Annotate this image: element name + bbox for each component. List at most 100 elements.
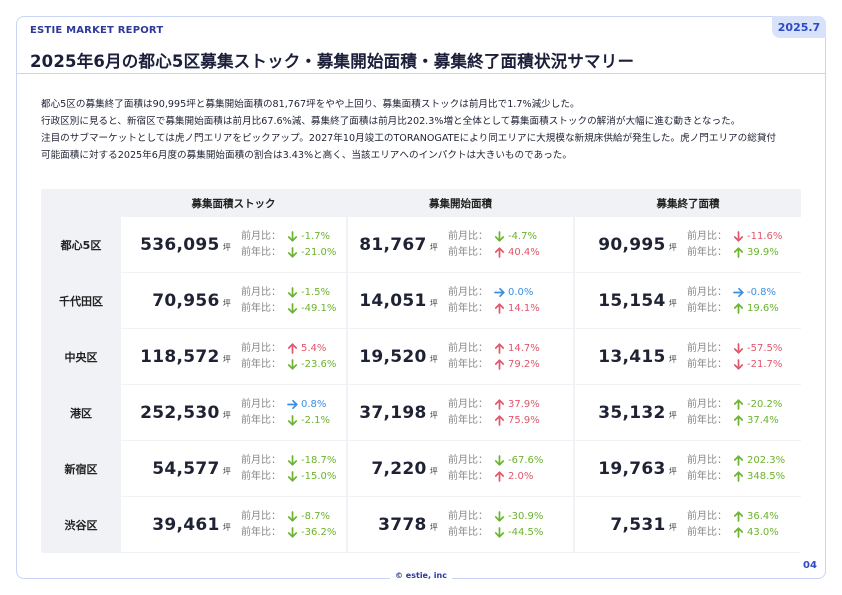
area-value: 70,956 坪 xyxy=(121,291,231,311)
change-percent: -20.2% xyxy=(747,398,783,410)
table-cell: 14,051 坪前月比： 0.0% 前年比： 14.1% xyxy=(348,273,573,328)
mom-label: 前月比： xyxy=(687,230,727,242)
mom-label: 前月比： xyxy=(448,342,488,354)
unit-label: 坪 xyxy=(429,522,438,532)
change-percent: -1.7% xyxy=(301,230,331,242)
yoy-change: 前年比： -21.0% xyxy=(241,245,336,261)
change-block: 前月比： -1.5% 前年比： -49.1% xyxy=(241,285,336,317)
arrow-down-icon xyxy=(494,511,508,522)
yoy-change: 前年比： 348.5% xyxy=(687,469,785,485)
yoy-change: 前年比： -2.1% xyxy=(241,413,330,429)
change-percent: -21.7% xyxy=(747,358,783,370)
area-number: 252,530 xyxy=(140,402,220,423)
change-percent: -2.1% xyxy=(301,414,331,426)
mom-change: 前月比： -11.6% xyxy=(687,229,782,245)
change-percent: 5.4% xyxy=(301,342,327,354)
unit-label: 坪 xyxy=(668,298,677,308)
column-header: 募集面積ストック xyxy=(191,197,276,210)
table-cell: 7,220 坪前月比： -67.6% 前年比： 2.0% xyxy=(348,441,573,496)
summary-text: 都心5区の募集終了面積は90,995坪と募集開始面積の81,767坪をやや上回り… xyxy=(41,96,783,164)
yoy-label: 前年比： xyxy=(241,526,281,538)
unit-label: 坪 xyxy=(222,522,231,532)
arrow-down-icon xyxy=(494,527,508,538)
change-percent: 40.4% xyxy=(508,246,540,258)
arrow-right-icon xyxy=(287,399,301,410)
mom-label: 前月比： xyxy=(687,342,727,354)
mom-label: 前月比： xyxy=(241,230,281,242)
arrow-down-icon xyxy=(494,231,508,242)
yoy-label: 前年比： xyxy=(687,358,727,370)
area-number: 7,531 xyxy=(610,514,666,535)
area-number: 536,095 xyxy=(140,234,220,255)
mom-change: 前月比： -67.6% xyxy=(448,453,543,469)
arrow-up-icon xyxy=(494,303,508,314)
arrow-down-icon xyxy=(287,287,301,298)
change-block: 前月比： 0.0% 前年比： 14.1% xyxy=(448,285,540,317)
mom-label: 前月比： xyxy=(448,510,488,522)
mom-change: 前月比： 0.0% xyxy=(448,285,540,301)
change-percent: 37.4% xyxy=(747,414,779,426)
row-label: 都心5区 xyxy=(60,238,102,252)
mom-label: 前月比： xyxy=(241,398,281,410)
date-badge: 2025.7 xyxy=(772,16,826,38)
mom-change: 前月比： -4.7% xyxy=(448,229,540,245)
arrow-up-icon xyxy=(733,511,747,522)
arrow-up-icon xyxy=(733,303,747,314)
area-number: 39,461 xyxy=(152,514,220,535)
area-value: 252,530 坪 xyxy=(121,403,231,423)
mom-change: 前月比： 5.4% xyxy=(241,341,336,357)
arrow-down-icon xyxy=(287,527,301,538)
area-number: 118,572 xyxy=(140,346,220,367)
unit-label: 坪 xyxy=(222,410,231,420)
title-divider xyxy=(16,73,826,74)
mom-label: 前月比： xyxy=(241,510,281,522)
change-percent: 75.9% xyxy=(508,414,540,426)
change-block: 前月比： -18.7% 前年比： -15.0% xyxy=(241,453,336,485)
unit-label: 坪 xyxy=(429,242,438,252)
summary-line: 都心5区の募集終了面積は90,995坪と募集開始面積の81,767坪をやや上回り… xyxy=(41,99,580,110)
change-block: 前月比： 14.7% 前年比： 79.2% xyxy=(448,341,540,373)
table-cell: 7,531 坪前月比： 36.4% 前年比： 43.0% xyxy=(575,497,801,552)
area-value: 13,415 坪 xyxy=(575,347,677,367)
change-percent: -44.5% xyxy=(508,526,544,538)
footer-gap xyxy=(390,568,452,582)
change-percent: -18.7% xyxy=(301,454,337,466)
table-cell: 54,577 坪前月比： -18.7% 前年比： -15.0% xyxy=(121,441,346,496)
change-percent: 36.4% xyxy=(747,510,779,522)
area-value: 39,461 坪 xyxy=(121,515,231,535)
area-value: 7,220 坪 xyxy=(348,459,438,479)
mom-change: 前月比： 14.7% xyxy=(448,341,540,357)
arrow-up-icon xyxy=(494,247,508,258)
column-header: 募集終了面積 xyxy=(656,197,720,210)
page-title: 2025年6月の都心5区募集ストック・募集開始面積・募集終了面積状況サマリー xyxy=(30,52,635,71)
yoy-label: 前年比： xyxy=(241,414,281,426)
arrow-down-icon xyxy=(287,511,301,522)
mom-change: 前月比： -20.2% xyxy=(687,397,782,413)
yoy-change: 前年比： -23.6% xyxy=(241,357,336,373)
change-percent: -0.8% xyxy=(747,286,777,298)
yoy-label: 前年比： xyxy=(687,470,727,482)
change-percent: -15.0% xyxy=(301,470,337,482)
area-value: 19,520 坪 xyxy=(348,347,438,367)
mom-change: 前月比： 0.8% xyxy=(241,397,330,413)
arrow-down-icon xyxy=(494,455,508,466)
yoy-label: 前年比： xyxy=(241,246,281,258)
summary-line: 行政区別に見ると、新宿区で募集開始面積は前月比67.6%減、募集終了面積は前月比… xyxy=(41,116,741,127)
mom-label: 前月比： xyxy=(241,454,281,466)
mom-change: 前月比： 202.3% xyxy=(687,453,785,469)
table-cell: 118,572 坪前月比： 5.4% 前年比： -23.6% xyxy=(121,329,346,384)
unit-label: 坪 xyxy=(222,466,231,476)
area-value: 81,767 坪 xyxy=(348,235,438,255)
change-percent: 79.2% xyxy=(508,358,540,370)
table-cell: 35,132 坪前月比： -20.2% 前年比： 37.4% xyxy=(575,385,801,440)
change-block: 前月比： -8.7% 前年比： -36.2% xyxy=(241,509,336,541)
mom-label: 前月比： xyxy=(241,286,281,298)
change-percent: -30.9% xyxy=(508,510,544,522)
yoy-change: 前年比： 39.9% xyxy=(687,245,782,261)
arrow-up-icon xyxy=(494,415,508,426)
mom-change: 前月比： -18.7% xyxy=(241,453,336,469)
mom-change: 前月比： -1.7% xyxy=(241,229,336,245)
unit-label: 坪 xyxy=(668,354,677,364)
yoy-change: 前年比： 75.9% xyxy=(448,413,540,429)
yoy-label: 前年比： xyxy=(448,414,488,426)
